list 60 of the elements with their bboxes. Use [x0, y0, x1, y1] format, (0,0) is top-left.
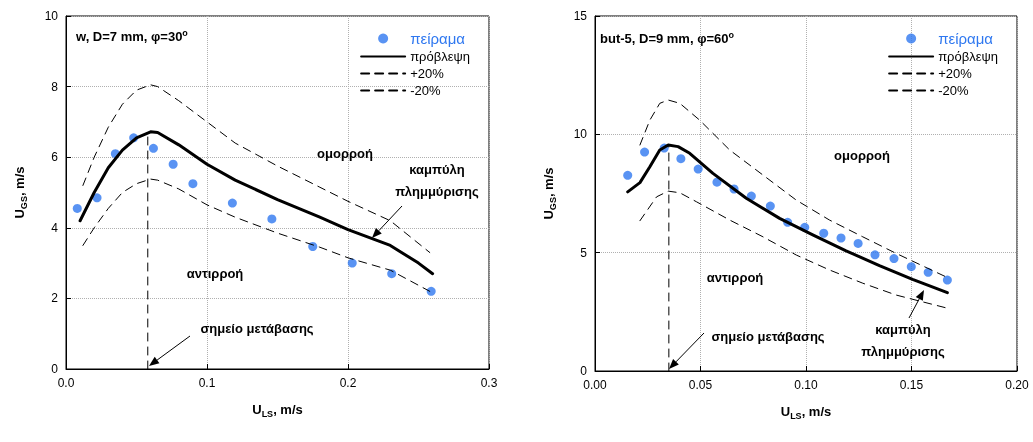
point — [853, 238, 863, 248]
y-tick-label: 4 — [51, 220, 59, 235]
y-axis-title: UGS, m/s — [12, 166, 29, 219]
point — [426, 286, 436, 296]
x-tick-label: 0.00 — [583, 378, 607, 392]
annotation: σημείο μετάβασης — [200, 320, 314, 336]
y-tick-label: 0 — [51, 362, 59, 376]
legend-label: πρόβλεψη — [938, 49, 999, 64]
x-tick-label: 0.1 — [198, 376, 216, 390]
annotation: αντιρροή — [706, 269, 764, 285]
point — [267, 214, 277, 224]
point — [347, 258, 357, 268]
annotation: αντιρροή — [186, 265, 244, 281]
x-tick-label: 0.20 — [1005, 378, 1029, 392]
y-tick-label: 8 — [51, 79, 59, 94]
point — [836, 233, 846, 243]
x-tick-label: 0.2 — [339, 376, 357, 390]
legend-label: πείραμα — [938, 30, 994, 47]
y-tick-label: 5 — [580, 245, 588, 260]
legend-label: -20% — [410, 83, 441, 98]
point — [623, 170, 633, 180]
point — [676, 154, 686, 164]
y-tick-label: 2 — [51, 291, 59, 306]
x-tick-label: 0.15 — [899, 378, 924, 392]
y-tick-label: 10 — [573, 127, 588, 142]
legend-label: +20% — [410, 66, 445, 81]
point — [870, 250, 880, 260]
x-tick-label: 0.3 — [480, 376, 498, 390]
point — [168, 159, 178, 169]
point — [387, 269, 397, 279]
point — [942, 275, 952, 285]
point — [765, 201, 775, 211]
point — [906, 262, 916, 272]
point — [72, 203, 82, 213]
y-tick-label: 10 — [44, 9, 59, 23]
point — [227, 198, 237, 208]
y-axis-title: UGS, m/s — [541, 167, 558, 220]
annotation: ομορροή — [834, 147, 890, 163]
x-tick-label: 0.05 — [688, 378, 713, 392]
annotation: καμπύλη πλημμύρισης — [861, 321, 945, 359]
point — [819, 228, 829, 238]
point — [188, 179, 198, 189]
point — [889, 254, 899, 264]
point — [640, 147, 650, 157]
point — [693, 164, 703, 174]
y-tick-label: 15 — [573, 9, 588, 23]
legend-label: πρόβλεψη — [410, 49, 471, 64]
legend-label: πείραμα — [410, 30, 466, 47]
x-tick-label: 0.0 — [57, 376, 75, 390]
x-tick-label: 0.10 — [794, 378, 818, 392]
legend-label: +20% — [938, 66, 973, 81]
y-tick-label: 6 — [51, 150, 59, 165]
annotation: σημείο μετάβασης — [711, 328, 825, 344]
point — [92, 193, 102, 203]
point — [148, 143, 158, 153]
legend-label: -20% — [938, 83, 969, 98]
y-tick-label: 0 — [580, 364, 588, 378]
annotation: καμπύλη πλημμύρισης — [395, 161, 479, 199]
point — [712, 177, 722, 187]
annotation: ομορροή — [317, 145, 373, 161]
